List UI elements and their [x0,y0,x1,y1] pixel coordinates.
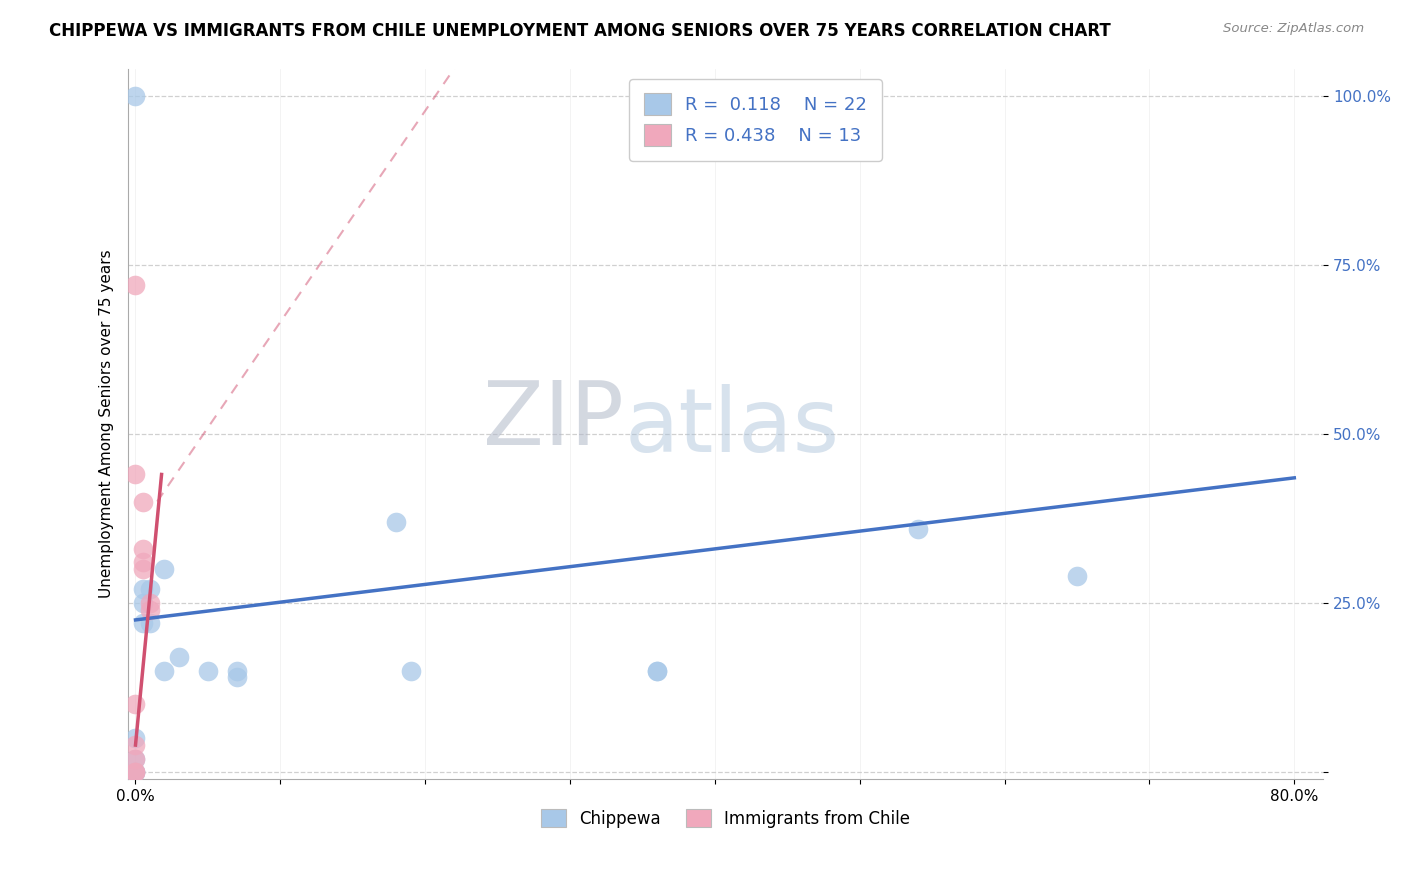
Point [132,556,155,570]
Point [153,562,176,576]
Point [225,664,247,678]
Point [124,751,146,765]
Point [124,765,146,780]
Y-axis label: Unemployment Among Seniors over 75 years: Unemployment Among Seniors over 75 years [100,250,114,598]
Text: atlas: atlas [624,384,839,471]
Point [153,664,176,678]
Point [124,698,146,712]
Point [124,88,146,103]
Legend: Chippewa, Immigrants from Chile: Chippewa, Immigrants from Chile [534,803,917,835]
Point [197,664,219,678]
Point [132,494,155,508]
Point [225,670,247,684]
Point [139,603,162,617]
Text: ZIP: ZIP [484,376,624,464]
Point [399,664,422,678]
Point [124,765,146,780]
Point [132,596,155,610]
Text: CHIPPEWA VS IMMIGRANTS FROM CHILE UNEMPLOYMENT AMONG SENIORS OVER 75 YEARS CORRE: CHIPPEWA VS IMMIGRANTS FROM CHILE UNEMPL… [49,22,1111,40]
Point [132,541,155,556]
Text: Source: ZipAtlas.com: Source: ZipAtlas.com [1223,22,1364,36]
Point [139,616,162,631]
Point [139,582,162,597]
Point [124,731,146,746]
Point [645,664,668,678]
Point [907,522,929,536]
Point [139,596,162,610]
Point [124,765,146,780]
Point [1066,569,1088,583]
Point [132,582,155,597]
Point [167,650,190,665]
Point [124,278,146,293]
Point [132,616,155,631]
Point [124,467,146,482]
Point [124,765,146,780]
Point [124,751,146,765]
Point [645,664,668,678]
Point [385,515,408,529]
Point [124,738,146,752]
Point [132,562,155,576]
